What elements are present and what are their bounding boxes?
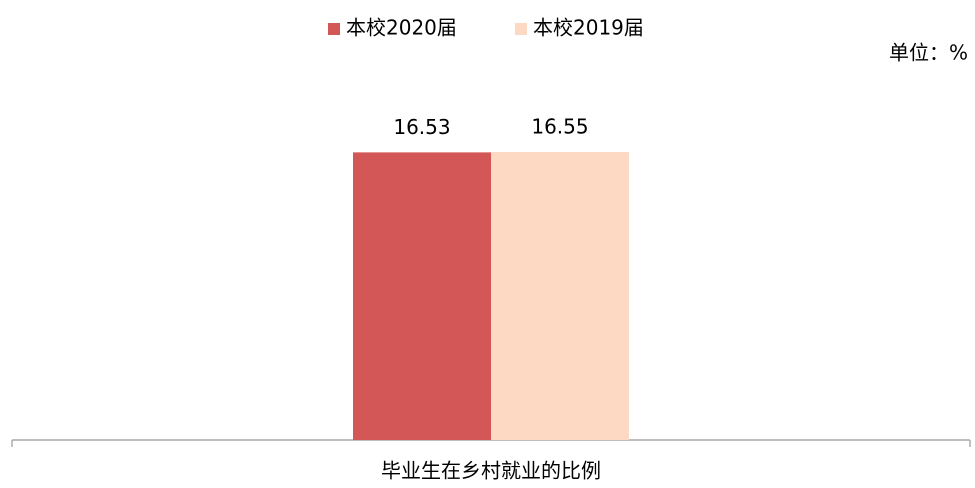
legend-label: 本校2019届: [533, 16, 644, 40]
bar: [353, 152, 491, 441]
value-label: 16.53: [393, 115, 450, 139]
x-tick-label: 毕业生在乡村就业的比例: [381, 459, 601, 483]
legend-swatch: [328, 23, 340, 35]
legend-label: 本校2020届: [346, 16, 457, 40]
legend-swatch: [515, 23, 527, 35]
value-label: 16.55: [531, 115, 588, 139]
bar: [491, 152, 629, 440]
unit-label: 单位：%: [889, 41, 968, 65]
